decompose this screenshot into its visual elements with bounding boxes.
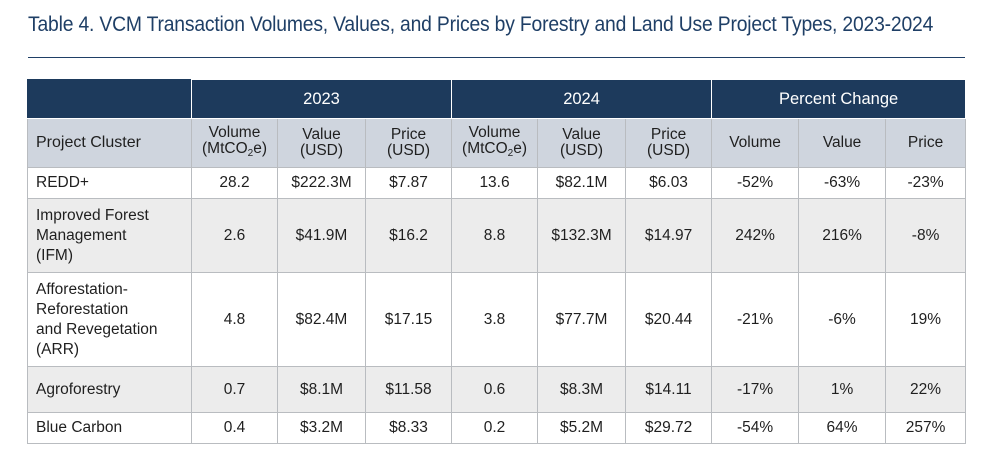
col-header-label: Price (650, 126, 687, 143)
pct-price-cell: -8% (885, 198, 967, 273)
col-header-label: Volume (468, 123, 521, 141)
title-divider (28, 57, 965, 58)
column-header-row: Project Cluster Volume (MtCO2e) Value (U… (27, 118, 967, 168)
volume-2024-cell: 0.6 (451, 366, 539, 413)
price-2023-cell: $16.2 (364, 198, 453, 273)
col-header-unit: (USD) (299, 142, 344, 159)
value-2023-cell: $82.4M (277, 272, 366, 367)
project-cluster-cell: Improved Forest Management (IFM) (27, 198, 192, 273)
volume-2024-cell: 0.2 (451, 412, 539, 444)
pct-volume-cell: -52% (711, 167, 800, 199)
col-header-label: Volume (208, 123, 261, 141)
table-row: REDD+ 28.2 $222.3M $7.87 13.6 $82.1M $6.… (27, 167, 967, 199)
pct-volume-cell: -17% (711, 366, 800, 413)
price-2024-cell: $14.11 (625, 366, 713, 413)
col-header-pct-value: Value (798, 118, 887, 168)
col-header-unit: (USD) (386, 142, 431, 159)
col-header-unit: (MtCO2e) (462, 139, 528, 159)
col-header-value-2023: Value (USD) (277, 118, 366, 168)
value-2024-cell: $77.7M (537, 272, 627, 367)
group-header-row: 2023 2024 Percent Change (27, 79, 967, 119)
pct-price-cell: 257% (885, 412, 967, 444)
col-header-label: Price (390, 126, 427, 143)
volume-2023-cell: 4.8 (191, 272, 278, 367)
pct-price-cell: 19% (885, 272, 967, 367)
volume-2023-cell: 0.7 (191, 366, 278, 413)
table-row: Agroforestry 0.7 $8.1M $11.58 0.6 $8.3M … (27, 366, 967, 413)
group-header-percent-change: Percent Change (711, 79, 967, 119)
pct-value-cell: 1% (798, 366, 887, 413)
vcm-transactions-table: 2023 2024 Percent Change Project Cluster… (27, 79, 967, 444)
value-2024-cell: $5.2M (537, 412, 627, 444)
col-header-label: Value (562, 126, 601, 143)
group-header-blank (27, 79, 192, 119)
volume-2024-cell: 8.8 (451, 198, 539, 273)
pct-value-cell: 64% (798, 412, 887, 444)
value-2024-cell: $132.3M (537, 198, 627, 273)
pct-volume-cell: -54% (711, 412, 800, 444)
pct-value-cell: -63% (798, 167, 887, 199)
project-cluster-cell: REDD+ (27, 167, 192, 199)
value-2023-cell: $222.3M (277, 167, 366, 199)
project-cluster-cell: Afforestation- Reforestation and Reveget… (27, 272, 192, 367)
price-2024-cell: $14.97 (625, 198, 713, 273)
volume-2023-cell: 28.2 (191, 167, 278, 199)
volume-2024-cell: 13.6 (451, 167, 539, 199)
value-2024-cell: $8.3M (537, 366, 627, 413)
table-row: Improved Forest Management (IFM) 2.6 $41… (27, 198, 967, 273)
price-2024-cell: $6.03 (625, 167, 713, 199)
col-header-unit: (USD) (560, 142, 604, 159)
volume-2023-cell: 0.4 (191, 412, 278, 444)
value-2023-cell: $41.9M (277, 198, 366, 273)
price-2024-cell: $20.44 (625, 272, 713, 367)
col-header-project-cluster: Project Cluster (27, 118, 192, 168)
col-header-pct-price: Price (885, 118, 967, 168)
price-2023-cell: $11.58 (364, 366, 453, 413)
pct-volume-cell: 242% (711, 198, 800, 273)
value-2024-cell: $82.1M (537, 167, 627, 199)
price-2023-cell: $7.87 (364, 167, 453, 199)
table-title: Table 4. VCM Transaction Volumes, Values… (28, 13, 934, 36)
price-2023-cell: $8.33 (364, 412, 453, 444)
pct-value-cell: -6% (798, 272, 887, 367)
col-header-label: Value (302, 126, 341, 143)
project-cluster-cell: Agroforestry (27, 366, 192, 413)
table-row: Blue Carbon 0.4 $3.2M $8.33 0.2 $5.2M $2… (27, 412, 967, 444)
col-header-price-2024: Price (USD) (625, 118, 713, 168)
volume-2023-cell: 2.6 (191, 198, 278, 273)
col-header-volume-2023: Volume (MtCO2e) (191, 118, 278, 168)
price-2023-cell: $17.15 (364, 272, 453, 367)
pct-value-cell: 216% (798, 198, 887, 273)
pct-price-cell: -23% (885, 167, 967, 199)
value-2023-cell: $3.2M (277, 412, 366, 444)
group-header-2023: 2023 (190, 79, 453, 119)
col-header-pct-volume: Volume (711, 118, 800, 168)
col-header-volume-2024: Volume (MtCO2e) (451, 118, 539, 168)
pct-volume-cell: -21% (711, 272, 800, 367)
col-header-price-2023: Price (USD) (364, 118, 453, 168)
volume-2024-cell: 3.8 (451, 272, 539, 367)
price-2024-cell: $29.72 (625, 412, 713, 444)
table-row: Afforestation- Reforestation and Reveget… (27, 272, 967, 367)
col-header-unit: (MtCO2e) (202, 139, 267, 159)
project-cluster-cell: Blue Carbon (27, 412, 192, 444)
col-header-unit: (USD) (647, 142, 691, 159)
col-header-value-2024: Value (USD) (537, 118, 627, 168)
pct-price-cell: 22% (885, 366, 967, 413)
group-header-2024: 2024 (451, 79, 713, 119)
value-2023-cell: $8.1M (277, 366, 366, 413)
